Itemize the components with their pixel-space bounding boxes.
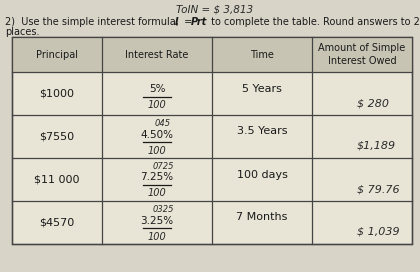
Text: $ 79.76: $ 79.76 <box>357 184 399 194</box>
Text: $7550: $7550 <box>39 131 75 141</box>
Text: to complete the table. Round answers to 2 decimal: to complete the table. Round answers to … <box>208 17 420 27</box>
Text: Time: Time <box>250 50 274 60</box>
Text: 7.25%: 7.25% <box>140 172 173 183</box>
Text: =: = <box>181 17 195 27</box>
Text: $1000: $1000 <box>39 88 74 98</box>
Text: 100: 100 <box>147 188 166 199</box>
Text: 5%: 5% <box>149 85 165 94</box>
Text: $ 280: $ 280 <box>357 98 389 108</box>
Text: $11 000: $11 000 <box>34 175 80 184</box>
Text: $1,189: $1,189 <box>357 141 396 151</box>
Text: 045: 045 <box>155 119 171 128</box>
Text: places.: places. <box>5 27 39 37</box>
Text: 3.5 Years: 3.5 Years <box>237 126 287 137</box>
Text: $4570: $4570 <box>39 218 75 227</box>
Text: $ 1,039: $ 1,039 <box>357 227 399 237</box>
Text: 3.25%: 3.25% <box>140 215 173 225</box>
Text: 7 Months: 7 Months <box>236 212 288 222</box>
Text: Interest Rate: Interest Rate <box>125 50 189 60</box>
Text: Amount of Simple
Interest Owed: Amount of Simple Interest Owed <box>318 43 406 66</box>
Bar <box>12 37 412 244</box>
Bar <box>12 37 412 72</box>
Text: 100 days: 100 days <box>236 169 287 180</box>
Text: 0325: 0325 <box>152 205 174 214</box>
Text: I: I <box>175 17 178 27</box>
Text: ToIN = $ 3,813: ToIN = $ 3,813 <box>176 4 254 14</box>
Text: 4.50%: 4.50% <box>141 129 173 140</box>
Text: 100: 100 <box>147 231 166 242</box>
Text: 100: 100 <box>147 100 166 110</box>
Text: 2)  Use the simple interest formula,: 2) Use the simple interest formula, <box>5 17 182 27</box>
Text: 100: 100 <box>147 146 166 156</box>
Text: Principal: Principal <box>36 50 78 60</box>
Text: 5 Years: 5 Years <box>242 84 282 94</box>
Text: 0725: 0725 <box>152 162 174 171</box>
Text: Prt: Prt <box>191 17 207 27</box>
